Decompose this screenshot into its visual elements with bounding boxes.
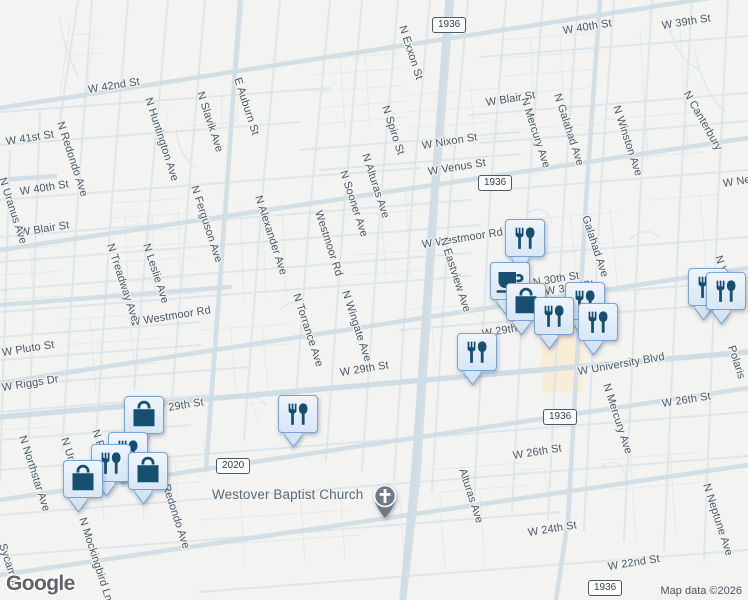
poi-marker[interactable] <box>457 333 497 386</box>
poi-bubble <box>534 297 574 335</box>
poi-marker[interactable] <box>534 297 574 350</box>
restaurant-icon <box>288 403 308 425</box>
highway-shield: 1936 <box>588 580 623 596</box>
google-logo: Google <box>6 572 75 595</box>
store-icon <box>133 400 155 427</box>
store-icon <box>137 456 159 483</box>
poi-marker[interactable] <box>278 395 318 448</box>
highway-shield: 2020 <box>216 458 251 474</box>
restaurant-icon <box>716 280 736 302</box>
poi-bubble <box>457 333 497 371</box>
poi-marker[interactable] <box>128 452 168 505</box>
poi-bubble <box>505 219 545 257</box>
highway-shield: 1936 <box>543 409 578 425</box>
restaurant-icon <box>101 452 121 474</box>
poi-bubble <box>706 272 746 310</box>
map-attribution: Map data ©2026 <box>660 585 743 597</box>
restaurant-icon <box>544 305 564 327</box>
poi-bubble <box>278 395 318 433</box>
poi-bubble <box>578 303 618 341</box>
church-icon[interactable] <box>370 482 400 518</box>
poi-marker[interactable] <box>124 396 164 449</box>
store-icon <box>515 287 537 314</box>
restaurant-icon <box>467 341 487 363</box>
poi-marker[interactable] <box>505 219 545 272</box>
poi-marker[interactable] <box>63 460 103 513</box>
restaurant-icon <box>588 311 608 333</box>
store-icon <box>72 464 94 491</box>
poi-marker[interactable] <box>578 303 618 356</box>
highway-shield: 1936 <box>478 175 513 191</box>
highway-shield: 1936 <box>432 17 467 33</box>
restaurant-icon <box>515 227 535 249</box>
poi-marker[interactable] <box>706 272 746 325</box>
